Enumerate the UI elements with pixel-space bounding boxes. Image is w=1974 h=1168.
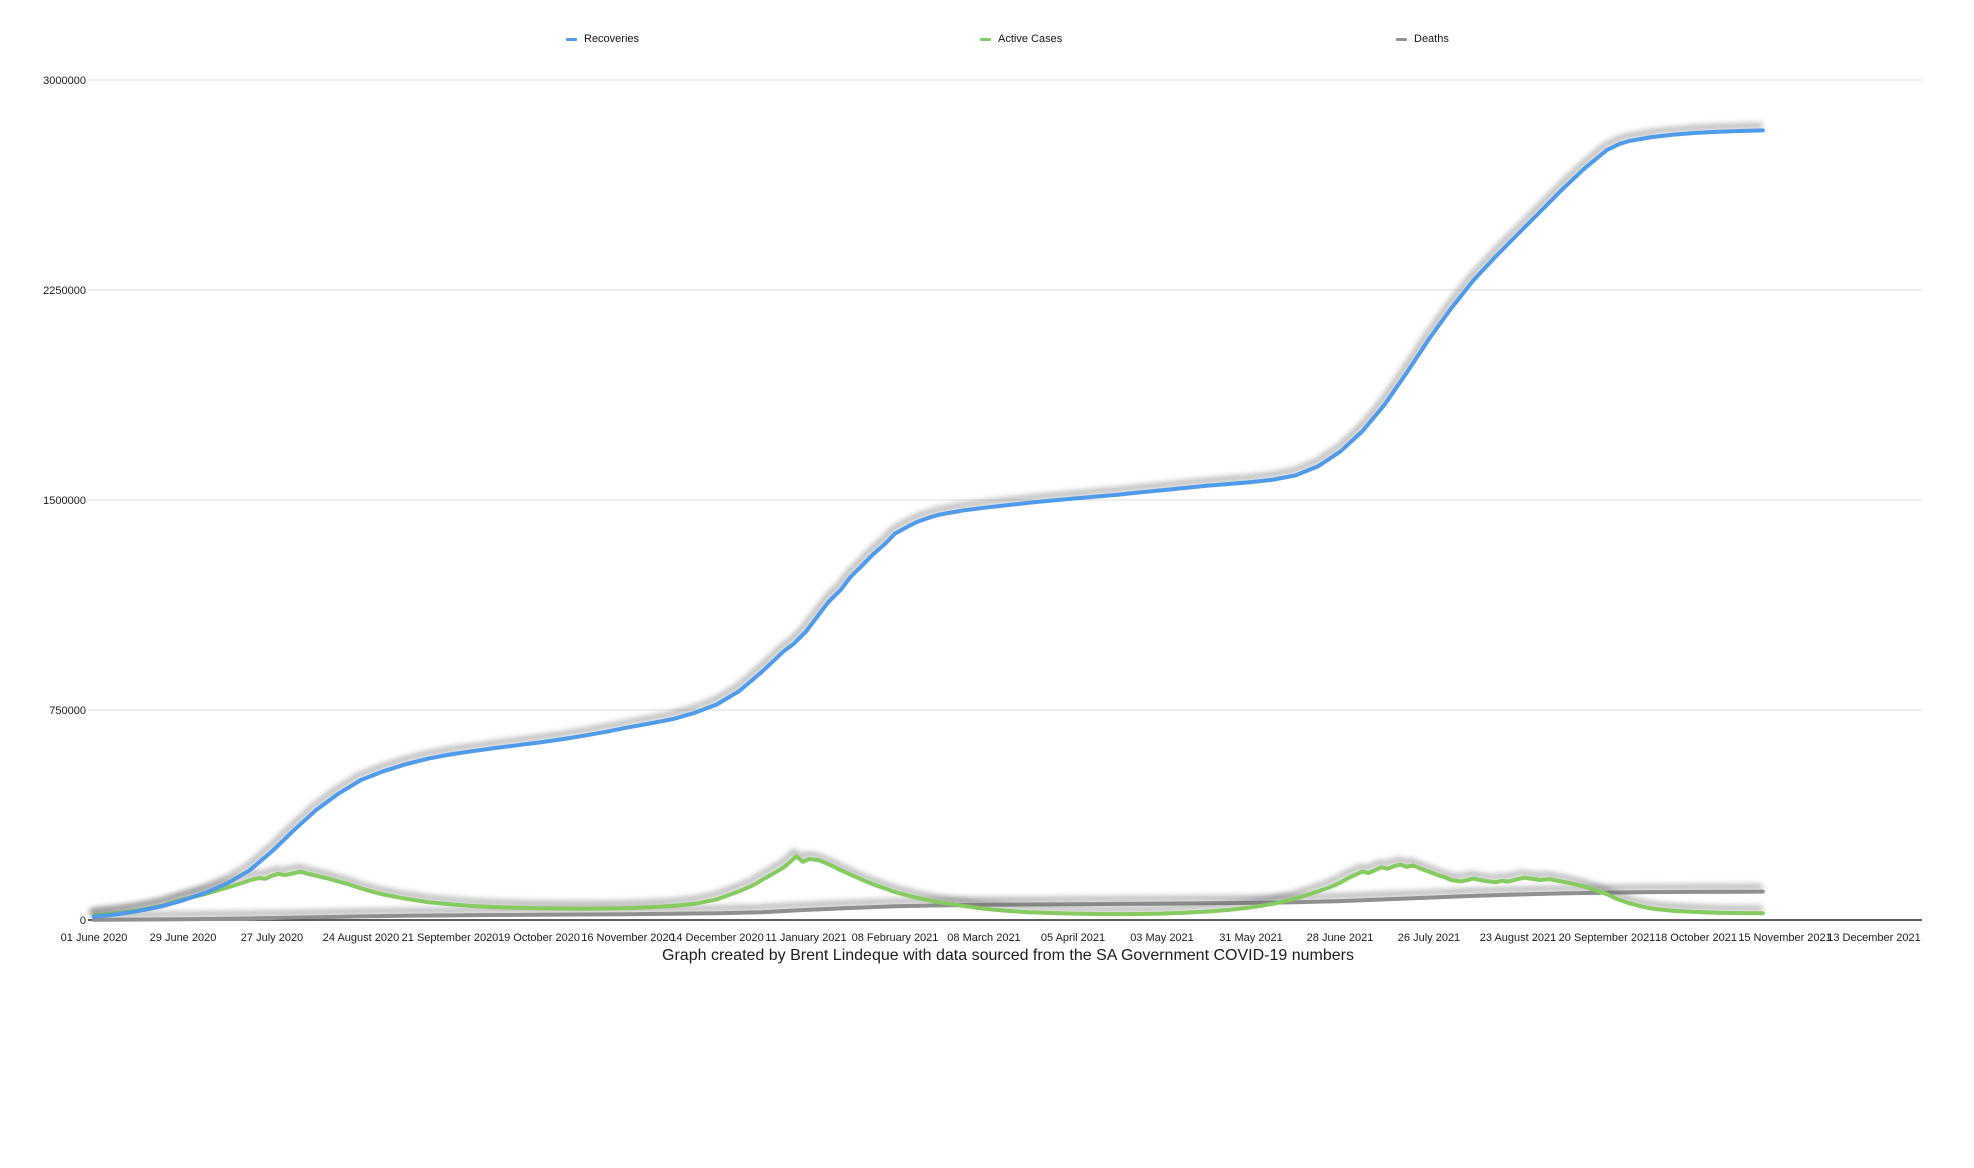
x-axis-tick-label: 01 June 2020 — [61, 932, 128, 944]
series-line-active-cases — [92, 854, 1765, 918]
covid-line-chart: 0 750000 1500000 2250000 3000000 01 June 2020… — [43, 75, 1922, 944]
legend-item-active-cases[interactable]: Active Cases — [980, 33, 1062, 45]
y-axis-tick-label: 3000000 — [43, 75, 86, 87]
series-line-recoveries — [92, 128, 1765, 919]
legend-label: Recoveries — [584, 33, 640, 45]
x-axis-tick-label: 20 September 2021 — [1559, 932, 1656, 944]
x-axis-tick-label: 08 March 2021 — [947, 932, 1020, 944]
legend-swatch-recoveries — [566, 37, 577, 41]
x-axis-tick-label: 19 October 2020 — [498, 932, 580, 944]
y-axis-tick-label: 0 — [80, 915, 86, 927]
x-axis-tick-label: 21 September 2020 — [402, 932, 499, 944]
x-axis-tick-label: 14 December 2020 — [670, 932, 764, 944]
y-axis-tick-label: 750000 — [49, 705, 86, 717]
x-axis-tick-label: 23 August 2021 — [1480, 932, 1556, 944]
chart-caption: Graph created by Brent Lindeque with dat… — [662, 947, 1354, 964]
legend-swatch-deaths — [1396, 37, 1407, 41]
y-axis-tick-label: 1500000 — [43, 495, 86, 507]
legend-item-recoveries[interactable]: Recoveries — [566, 33, 639, 45]
x-axis-tick-label: 31 May 2021 — [1219, 932, 1283, 944]
x-axis-tick-label: 27 July 2020 — [241, 932, 303, 944]
legend-label: Deaths — [1414, 33, 1449, 45]
chart-legend: Recoveries Active Cases Deaths — [0, 0, 1974, 60]
x-axis-tick-label: 29 June 2020 — [150, 932, 217, 944]
series-line-deaths — [92, 889, 1765, 922]
x-axis-tick-label: 13 December 2021 — [1827, 932, 1921, 944]
x-axis-tick-label: 15 November 2021 — [1738, 932, 1832, 944]
x-axis-tick-label: 03 May 2021 — [1130, 932, 1194, 944]
x-axis-tick-label: 16 November 2020 — [581, 932, 675, 944]
x-axis-tick-label: 18 October 2021 — [1655, 932, 1737, 944]
x-axis-tick-label: 11 January 2021 — [765, 932, 846, 944]
legend-label: Active Cases — [998, 33, 1063, 45]
y-axis-tick-label: 2250000 — [43, 285, 86, 297]
x-axis-tick-label: 28 June 2021 — [1307, 932, 1374, 944]
x-axis-tick-label: 05 April 2021 — [1041, 932, 1105, 944]
x-axis-tick-label: 26 July 2021 — [1398, 932, 1460, 944]
legend-swatch-active-cases — [980, 37, 991, 41]
legend-item-deaths[interactable]: Deaths — [1396, 33, 1449, 45]
x-axis-tick-label: 08 February 2021 — [852, 932, 939, 944]
x-axis-tick-label: 24 August 2020 — [323, 932, 399, 944]
